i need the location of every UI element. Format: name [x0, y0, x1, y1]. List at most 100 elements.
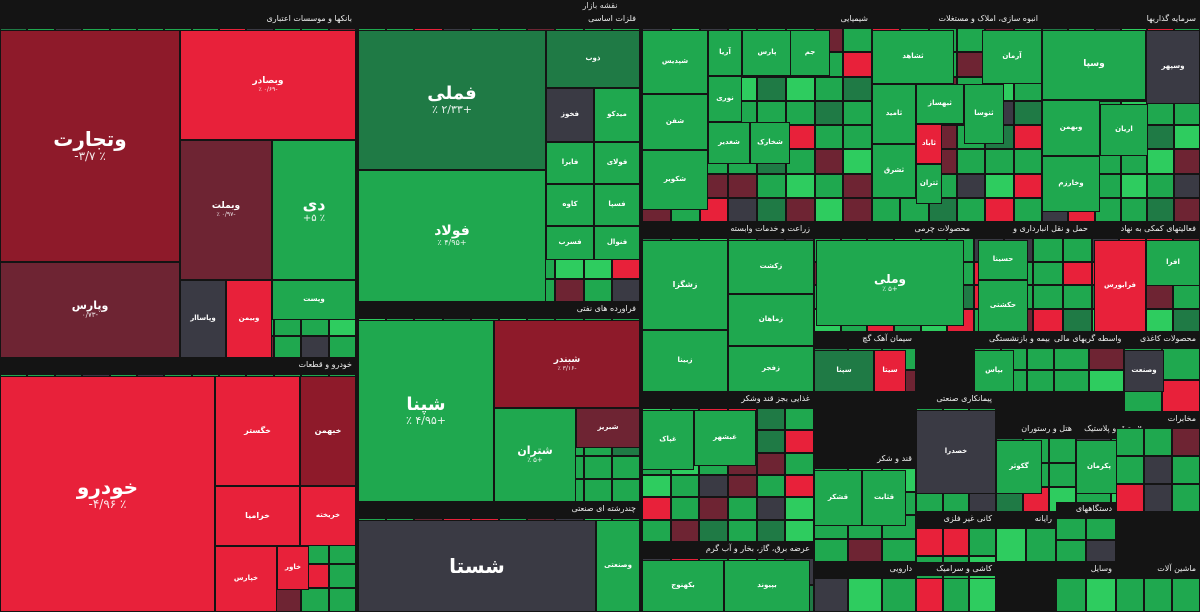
stock-tile[interactable]: وپاساار	[180, 280, 226, 358]
minor-tile[interactable]	[756, 519, 786, 542]
minor-tile[interactable]	[273, 588, 302, 612]
minor-tile[interactable]	[756, 497, 786, 520]
minor-tile[interactable]	[328, 564, 356, 589]
minor-tile[interactable]	[985, 149, 1014, 174]
minor-tile[interactable]	[957, 197, 986, 222]
stock-tile[interactable]: غبشهر	[694, 410, 756, 466]
stock-tile[interactable]: شبندر ٪ ۳/۱۶-	[494, 320, 640, 408]
minor-tile[interactable]	[1089, 348, 1124, 370]
minor-tile[interactable]	[1116, 578, 1144, 612]
minor-tile[interactable]	[1054, 348, 1089, 370]
minor-tile[interactable]	[843, 100, 872, 125]
minor-tile[interactable]	[1049, 438, 1076, 463]
minor-tile[interactable]	[1147, 197, 1174, 222]
stock-tile[interactable]: آریا	[708, 30, 742, 76]
minor-tile[interactable]	[1013, 100, 1042, 125]
minor-tile[interactable]	[843, 149, 872, 174]
minor-tile[interactable]	[785, 519, 814, 542]
minor-tile[interactable]	[555, 279, 584, 302]
minor-tile[interactable]	[1162, 348, 1200, 380]
minor-tile[interactable]	[957, 149, 986, 174]
stock-tile[interactable]: شتران ٪ ۵+	[494, 408, 576, 502]
minor-tile[interactable]	[1026, 528, 1056, 562]
minor-tile[interactable]	[843, 76, 872, 101]
stock-tile[interactable]: فخوز	[546, 88, 594, 142]
minor-tile[interactable]	[670, 497, 700, 520]
stock-tile[interactable]: سیتا	[874, 350, 906, 392]
minor-tile[interactable]	[785, 497, 814, 520]
stock-tile[interactable]: ثتران	[916, 164, 942, 204]
stock-tile[interactable]: اریان	[1100, 104, 1148, 156]
stock-tile[interactable]: شپدیس	[642, 30, 708, 94]
stock-tile[interactable]: ثشاهد	[872, 30, 954, 84]
minor-tile[interactable]	[611, 479, 640, 502]
minor-tile[interactable]	[1116, 456, 1144, 484]
minor-tile[interactable]	[843, 28, 872, 53]
minor-tile[interactable]	[1062, 308, 1092, 332]
minor-tile[interactable]	[1173, 100, 1200, 125]
minor-tile[interactable]	[670, 519, 700, 542]
stock-tile[interactable]: زکشت	[728, 240, 814, 294]
minor-tile[interactable]	[1172, 484, 1200, 512]
stock-tile[interactable]: فسپا	[594, 184, 640, 226]
minor-tile[interactable]	[814, 125, 844, 150]
minor-tile[interactable]	[1144, 578, 1172, 612]
stock-tile[interactable]: خبهمن	[300, 376, 356, 486]
minor-tile[interactable]	[301, 588, 329, 612]
stock-tile[interactable]: نوری	[708, 76, 742, 122]
minor-tile[interactable]	[1173, 285, 1200, 309]
minor-tile[interactable]	[328, 588, 356, 612]
minor-tile[interactable]	[328, 336, 356, 358]
stock-tile[interactable]: حکشتی	[978, 280, 1028, 332]
stock-tile[interactable]: شستا	[358, 520, 596, 612]
minor-tile[interactable]	[1062, 238, 1092, 262]
stock-tile[interactable]: شفن	[642, 94, 708, 150]
minor-tile[interactable]	[785, 100, 815, 125]
minor-tile[interactable]	[1086, 518, 1116, 540]
minor-tile[interactable]	[785, 76, 815, 101]
stock-tile[interactable]: ثاباد	[916, 124, 942, 164]
minor-tile[interactable]	[785, 475, 814, 498]
stock-tile[interactable]: شبریز	[576, 408, 640, 448]
minor-tile[interactable]	[1173, 173, 1200, 198]
minor-tile[interactable]	[848, 538, 882, 562]
stock-tile[interactable]: افرا	[1146, 240, 1200, 286]
stock-tile[interactable]: خاور	[277, 546, 309, 590]
stock-tile[interactable]: شخارک	[750, 122, 790, 164]
minor-tile[interactable]	[699, 497, 728, 520]
minor-tile[interactable]	[814, 173, 844, 198]
stock-tile[interactable]: قشکر	[814, 470, 862, 526]
minor-tile[interactable]	[583, 456, 612, 479]
stock-tile[interactable]: وملی ٪ ۵+	[816, 240, 964, 326]
stock-tile[interactable]: وتجارت -۳/۷ ٪	[0, 30, 180, 262]
minor-tile[interactable]	[699, 519, 728, 542]
minor-tile[interactable]	[583, 479, 612, 502]
stock-tile[interactable]: وصنعتی	[596, 520, 640, 612]
stock-tile[interactable]: زماهان	[728, 294, 814, 346]
minor-tile[interactable]	[1173, 125, 1200, 150]
minor-tile[interactable]	[301, 336, 329, 358]
minor-tile[interactable]	[969, 578, 996, 612]
stock-tile[interactable]: فولاد ٪ ۴/۹۵+	[358, 170, 546, 302]
minor-tile[interactable]	[757, 100, 786, 125]
minor-tile[interactable]	[785, 430, 814, 453]
minor-tile[interactable]	[814, 538, 848, 562]
minor-tile[interactable]	[1027, 370, 1054, 392]
minor-tile[interactable]	[942, 578, 970, 612]
minor-tile[interactable]	[814, 578, 848, 612]
minor-tile[interactable]	[1013, 197, 1042, 222]
minor-tile[interactable]	[757, 197, 786, 222]
minor-tile[interactable]	[1089, 370, 1124, 392]
minor-tile[interactable]	[1121, 197, 1148, 222]
minor-tile[interactable]	[843, 125, 872, 150]
stock-tile[interactable]: فملی ٪ ۲/۳۳+	[358, 30, 546, 170]
stock-tile[interactable]: خریخته	[300, 486, 356, 546]
stock-tile[interactable]: بپیوند	[724, 560, 810, 612]
minor-tile[interactable]	[1172, 578, 1200, 612]
stock-tile[interactable]: ثشرق	[872, 144, 916, 198]
stock-tile[interactable]: ذوب	[546, 30, 640, 88]
minor-tile[interactable]	[1172, 428, 1200, 456]
minor-tile[interactable]	[728, 519, 757, 542]
stock-tile[interactable]: آرمان	[982, 30, 1042, 84]
minor-tile[interactable]	[1162, 380, 1200, 412]
